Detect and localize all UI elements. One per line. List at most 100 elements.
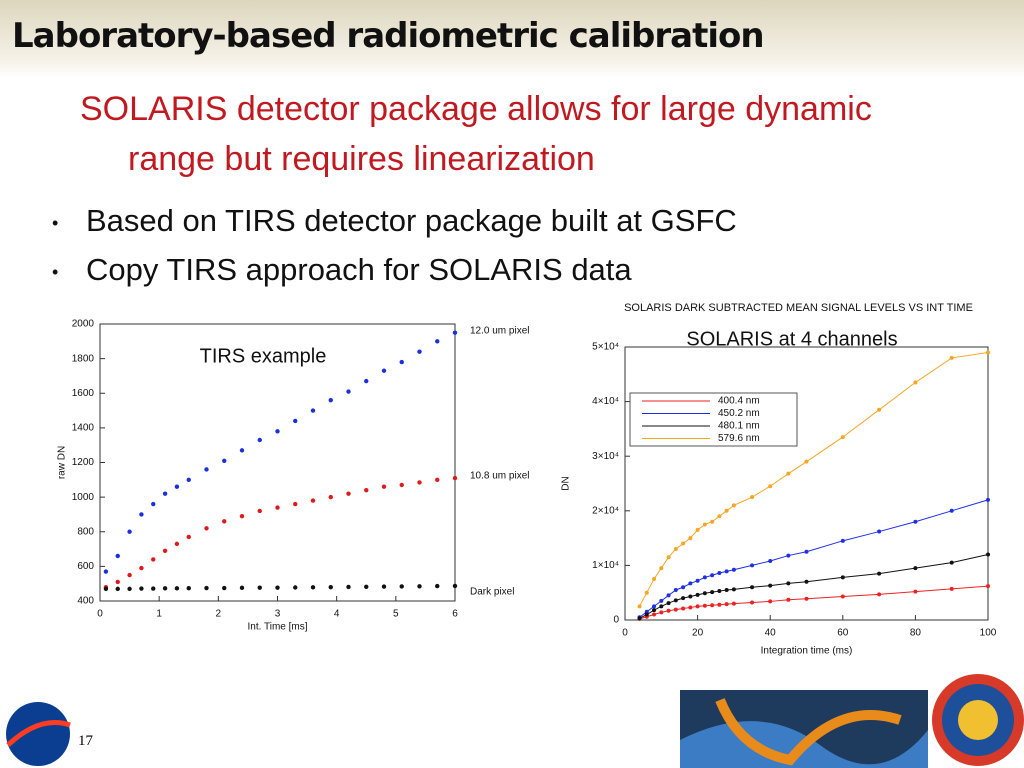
point: [913, 566, 918, 571]
y-axis-label: raw DN: [57, 446, 68, 479]
point: [724, 569, 729, 574]
y-tick-label: 600: [77, 561, 94, 572]
point: [162, 548, 168, 553]
point: [381, 584, 387, 589]
point: [673, 598, 678, 603]
point: [204, 467, 209, 472]
point: [257, 585, 262, 590]
y-tick-label: 1000: [72, 492, 95, 503]
point: [986, 350, 990, 355]
bullet-text: Copy TIRS approach for SOLARIS data: [86, 252, 632, 287]
point: [710, 519, 715, 524]
point: [659, 566, 664, 571]
bullet: • Based on TIRS detector package built at…: [52, 203, 737, 238]
point: [186, 477, 191, 483]
point: [673, 587, 678, 592]
point: [162, 586, 168, 591]
chart: 400 600 800 1000 1200 1400 1600 1800 2000 0 1 2 3 4 5 6…: [57, 319, 530, 633]
bullet: • Copy TIRS approach for SOLARIS data: [52, 252, 632, 287]
point: [877, 529, 882, 534]
point: [750, 600, 755, 605]
point: [257, 508, 262, 514]
x-tick-label: 0: [97, 609, 103, 620]
point: [949, 586, 954, 591]
x-axis-label: Int. Time [ms]: [247, 622, 307, 633]
point: [381, 368, 387, 373]
mission-image-band: [715, 698, 902, 766]
point: [222, 458, 227, 463]
point: [417, 480, 422, 485]
point: [688, 536, 693, 541]
point: [786, 471, 791, 476]
header-band: [0, 0, 1024, 78]
point: [731, 587, 736, 592]
point: [702, 522, 707, 527]
y-tick-label: 1400: [72, 423, 95, 434]
y-tick-label: 3×10⁴: [592, 451, 619, 462]
point: [346, 584, 351, 590]
point: [840, 594, 845, 599]
x-tick-label: 2: [216, 609, 222, 620]
point: [724, 508, 729, 513]
point: [702, 591, 707, 596]
point: [986, 497, 990, 502]
point: [666, 593, 671, 598]
point: [877, 592, 882, 597]
slide-title: Laboratory-based radiometric calibration: [12, 16, 765, 56]
point: [731, 601, 736, 606]
point: [186, 534, 191, 540]
point: [452, 475, 458, 481]
point: [399, 584, 404, 589]
point: [644, 612, 649, 617]
point: [717, 589, 722, 594]
point: [275, 429, 280, 434]
point: [239, 448, 245, 453]
point: [239, 585, 245, 591]
y-tick-label: 400: [77, 596, 94, 607]
point: [310, 585, 316, 590]
point: [417, 584, 422, 589]
point: [804, 579, 809, 584]
point: [364, 488, 369, 493]
point: [115, 586, 120, 592]
point: [381, 484, 387, 489]
x-tick-label: 1: [156, 609, 162, 620]
point: [681, 585, 686, 590]
x-tick-label: 80: [910, 628, 922, 639]
point: [913, 519, 918, 524]
nasa-logo: [6, 702, 71, 766]
x-tick-label: 40: [765, 628, 777, 639]
y-tick-label: 1600: [72, 388, 95, 399]
point: [222, 585, 227, 591]
point: [652, 612, 657, 617]
point: [688, 605, 693, 610]
point: [115, 579, 120, 585]
point: [637, 604, 642, 609]
series-label: 10.8 um pixel: [470, 471, 529, 482]
chart-title: SOLARIS DARK SUBTRACTED MEAN SIGNAL LEVE…: [624, 302, 973, 314]
point: [695, 592, 700, 597]
point: [695, 527, 700, 532]
point: [840, 575, 845, 580]
point: [786, 581, 791, 586]
point: [913, 589, 918, 594]
point: [786, 553, 791, 558]
chart: 0 1×10⁴ 2×10⁴ 3×10⁴ 4×10⁴ 5×10⁴ 0 20 40 60 80 100 In…: [561, 302, 997, 657]
point: [681, 541, 686, 546]
point: [310, 408, 316, 413]
y-tick-label: 2×10⁴: [592, 505, 619, 516]
y-tick-label: 800: [77, 526, 94, 537]
point: [949, 560, 954, 565]
legend-box: [629, 392, 798, 447]
x-tick-label: 60: [837, 628, 849, 639]
point: [659, 598, 664, 603]
point: [364, 584, 369, 590]
point: [139, 565, 144, 571]
x-tick-label: 0: [622, 628, 628, 639]
point: [986, 552, 990, 557]
annotation: TIRS example: [200, 345, 327, 367]
y-tick-label: 5×10⁴: [592, 342, 619, 353]
point: [399, 359, 404, 365]
y-tick-label: 1×10⁴: [592, 560, 619, 571]
